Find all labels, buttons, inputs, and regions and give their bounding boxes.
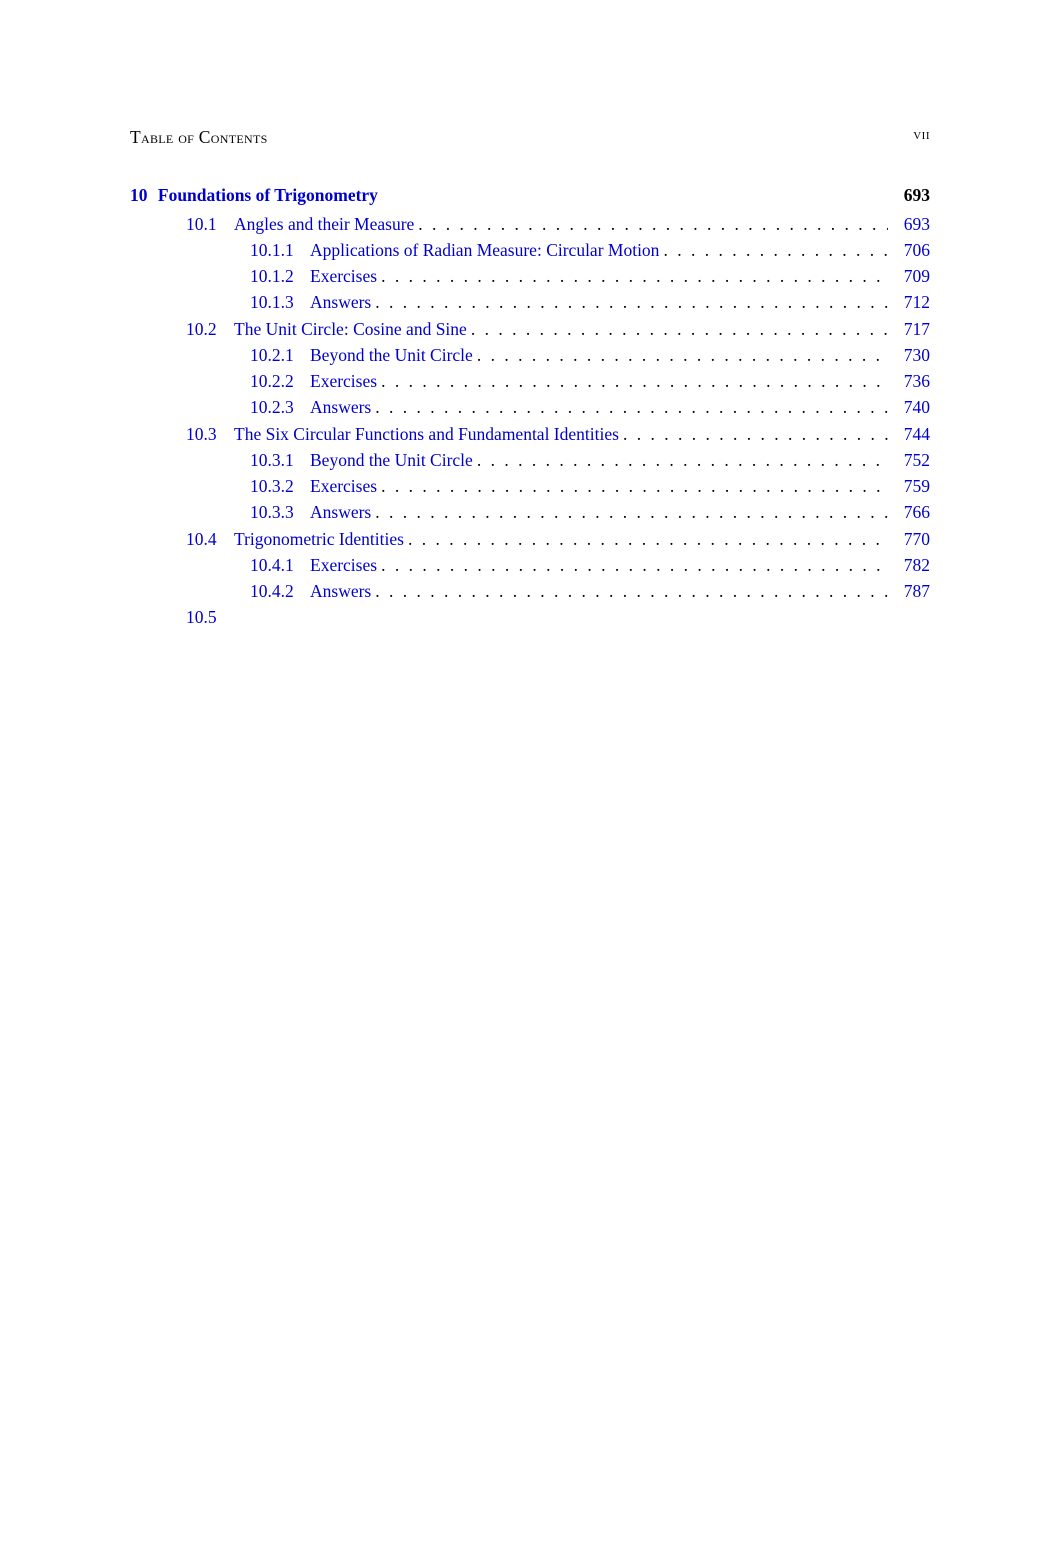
running-head-left: Table of Contents [130, 124, 268, 150]
toc-entry-number[interactable]: 10.2.1 [250, 342, 310, 368]
toc-entry-title[interactable]: The Unit Circle: Cosine and Sine [234, 316, 467, 342]
toc-entry-page[interactable]: 730 [888, 342, 930, 368]
running-head: Table of Contents vii [130, 124, 930, 150]
toc-entry-title[interactable]: Exercises [310, 473, 377, 499]
toc-subsection: 10.4.2Answers 787 [130, 578, 930, 604]
page: Table of Contents vii 10 Foundations of … [0, 0, 1062, 1556]
toc-leaders [404, 526, 888, 552]
toc-entry-number[interactable]: 10.2.2 [250, 368, 310, 394]
toc-chapter-title[interactable]: Foundations of Trigonometry [154, 185, 378, 205]
toc-subsection: 10.4.1Exercises 782 [130, 552, 930, 578]
toc-leaders [371, 289, 888, 315]
toc-entry-page[interactable]: 744 [888, 421, 930, 447]
toc-entry-number[interactable]: 10.1.2 [250, 263, 310, 289]
toc-entry-page[interactable]: 709 [888, 263, 930, 289]
toc-entry-title[interactable]: Applications of Radian Measure: Circular… [310, 237, 659, 263]
toc-entry-page[interactable]: 706 [888, 237, 930, 263]
toc-entry-title[interactable]: Exercises [310, 552, 377, 578]
toc-leaders [473, 342, 888, 368]
toc-entry-number[interactable]: 10.4 [186, 526, 234, 552]
toc-chapter-page: 693 [894, 182, 930, 208]
toc-leaders [414, 211, 888, 237]
toc-entry-title[interactable]: Trigonometric Identities [234, 526, 404, 552]
toc-subsection: 10.3.2Exercises 759 [130, 473, 930, 499]
toc-subsection: 10.1.2Exercises 709 [130, 263, 930, 289]
toc-entry-page[interactable]: 782 [888, 552, 930, 578]
toc-leaders [377, 552, 888, 578]
toc-chapter: 10 Foundations of Trigonometry 693 [130, 182, 930, 208]
toc-entry-number[interactable]: 10.3.3 [250, 499, 310, 525]
toc-entry-title[interactable]: Answers [310, 578, 371, 604]
toc-entry-page[interactable]: 787 [888, 578, 930, 604]
toc-section: 10.5 [130, 604, 930, 630]
toc-section: 10.3The Six Circular Functions and Funda… [130, 421, 930, 447]
running-head-right: vii [913, 124, 930, 150]
toc-entry-number[interactable]: 10.1.1 [250, 237, 310, 263]
toc-entry-page[interactable]: 759 [888, 473, 930, 499]
toc-entry-page[interactable]: 766 [888, 499, 930, 525]
toc-subsection: 10.2.1Beyond the Unit Circle 730 [130, 342, 930, 368]
toc-entry-title[interactable]: Beyond the Unit Circle [310, 342, 473, 368]
toc-entry-number[interactable]: 10.4.2 [250, 578, 310, 604]
toc-entry-page[interactable]: 740 [888, 394, 930, 420]
toc-subsection: 10.3.1Beyond the Unit Circle 752 [130, 447, 930, 473]
toc-leaders [659, 237, 888, 263]
toc-leaders [377, 473, 888, 499]
toc-subsection: 10.1.3Answers 712 [130, 289, 930, 315]
toc-entry-number[interactable]: 10.1.3 [250, 289, 310, 315]
toc-section: 10.2The Unit Circle: Cosine and Sine 717 [130, 316, 930, 342]
toc-entry-number[interactable]: 10.4.1 [250, 552, 310, 578]
toc-entry-title[interactable]: Answers [310, 499, 371, 525]
toc-entry-page[interactable]: 712 [888, 289, 930, 315]
toc-entry-title[interactable]: Beyond the Unit Circle [310, 447, 473, 473]
toc-container: 10 Foundations of Trigonometry69310.1Ang… [130, 182, 930, 630]
toc-leaders [619, 421, 888, 447]
toc-entry-title[interactable]: Angles and their Measure [234, 211, 414, 237]
toc-entry-number[interactable]: 10.1 [186, 211, 234, 237]
toc-leaders [371, 394, 888, 420]
toc-entry-number[interactable]: 10.3.1 [250, 447, 310, 473]
toc-subsection: 10.2.3Answers 740 [130, 394, 930, 420]
toc-section: 10.1Angles and their Measure 693 [130, 211, 930, 237]
toc-leaders [377, 368, 888, 394]
toc-subsection: 10.1.1Applications of Radian Measure: Ci… [130, 237, 930, 263]
toc-entry-page[interactable]: 770 [888, 526, 930, 552]
toc-entry-number[interactable]: 10.3 [186, 421, 234, 447]
toc-entry-title[interactable]: The Six Circular Functions and Fundament… [234, 421, 619, 447]
toc-leaders [377, 263, 888, 289]
toc-entry-title[interactable]: Exercises [310, 368, 377, 394]
toc-entry-title[interactable]: Answers [310, 289, 371, 315]
toc-subsection: 10.3.3Answers 766 [130, 499, 930, 525]
toc-section: 10.4Trigonometric Identities 770 [130, 526, 930, 552]
toc-leaders [473, 447, 888, 473]
toc-entry-title[interactable]: Answers [310, 394, 371, 420]
toc-entry-page[interactable]: 717 [888, 316, 930, 342]
toc-entry-number[interactable]: 10.2.3 [250, 394, 310, 420]
toc-chapter-number[interactable]: 10 [130, 185, 148, 205]
toc-entry-page[interactable]: 736 [888, 368, 930, 394]
toc-entry-page[interactable]: 752 [888, 447, 930, 473]
toc-subsection: 10.2.2Exercises 736 [130, 368, 930, 394]
toc-entry-page[interactable]: 693 [888, 211, 930, 237]
toc-leaders [467, 316, 888, 342]
toc-entry-number[interactable]: 10.2 [186, 316, 234, 342]
toc-leaders [371, 499, 888, 525]
toc-entry-number[interactable]: 10.3.2 [250, 473, 310, 499]
toc-entry-number[interactable]: 10.5 [186, 604, 234, 630]
toc-entry-title[interactable]: Exercises [310, 263, 377, 289]
toc-leaders [371, 578, 888, 604]
